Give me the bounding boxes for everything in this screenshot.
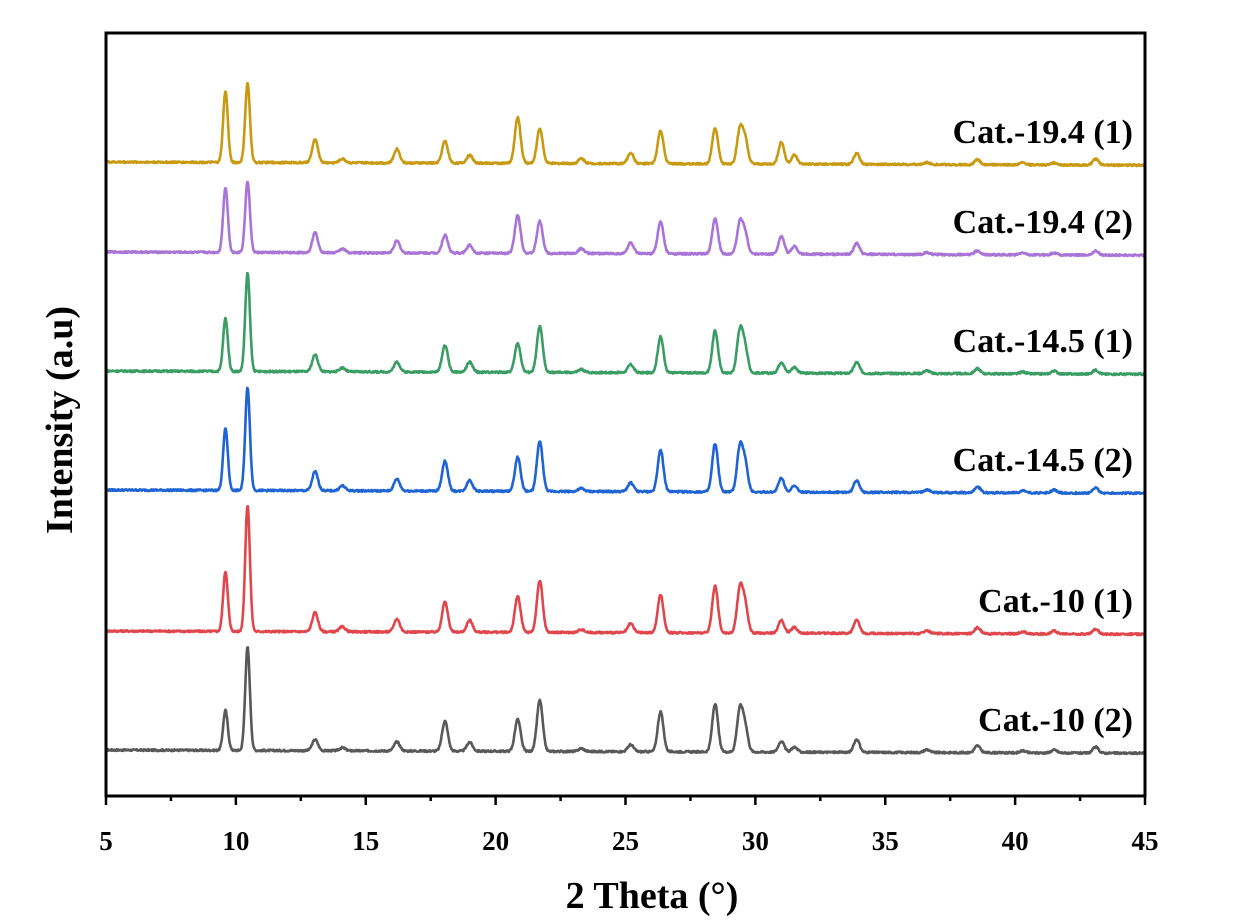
series-label-1: Cat.-10 (1) [978,583,1133,620]
x-tick-label: 25 [612,826,639,856]
series-label-5: Cat.-19.4 (1) [953,114,1133,151]
series-label-2: Cat.-14.5 (2) [953,442,1133,479]
x-axis-title: 2 Theta (°) [566,875,739,917]
y-axis-title: Intensity (a.u) [39,306,81,534]
x-tick-label: 40 [1002,826,1029,856]
x-tick-label: 45 [1132,826,1159,856]
series-line-0 [105,646,1147,756]
x-tick-label: 35 [872,826,899,856]
series-label-4: Cat.-19.4 (2) [953,204,1133,241]
series-label-3: Cat.-14.5 (1) [953,323,1133,360]
x-tick-label: 15 [352,826,379,856]
series-line-2 [104,386,1147,496]
series-line-4 [105,180,1146,258]
x-tick-label: 20 [482,826,509,856]
series-line-5 [104,81,1146,168]
series-line-1 [104,504,1146,637]
series-label-0: Cat.-10 (2) [978,702,1133,739]
series-line-3 [105,271,1146,377]
x-tick-label: 10 [222,826,249,856]
series-layer [104,81,1147,756]
series-labels: Cat.-10 (2) Cat.-10 (1) Cat.-14.5 (2) Cat.-… [953,114,1133,739]
x-tick-label: 30 [742,826,769,856]
x-tick-label: 5 [99,826,113,856]
x-axis-ticks: 5 10 15 20 25 30 35 40 45 [99,796,1159,856]
